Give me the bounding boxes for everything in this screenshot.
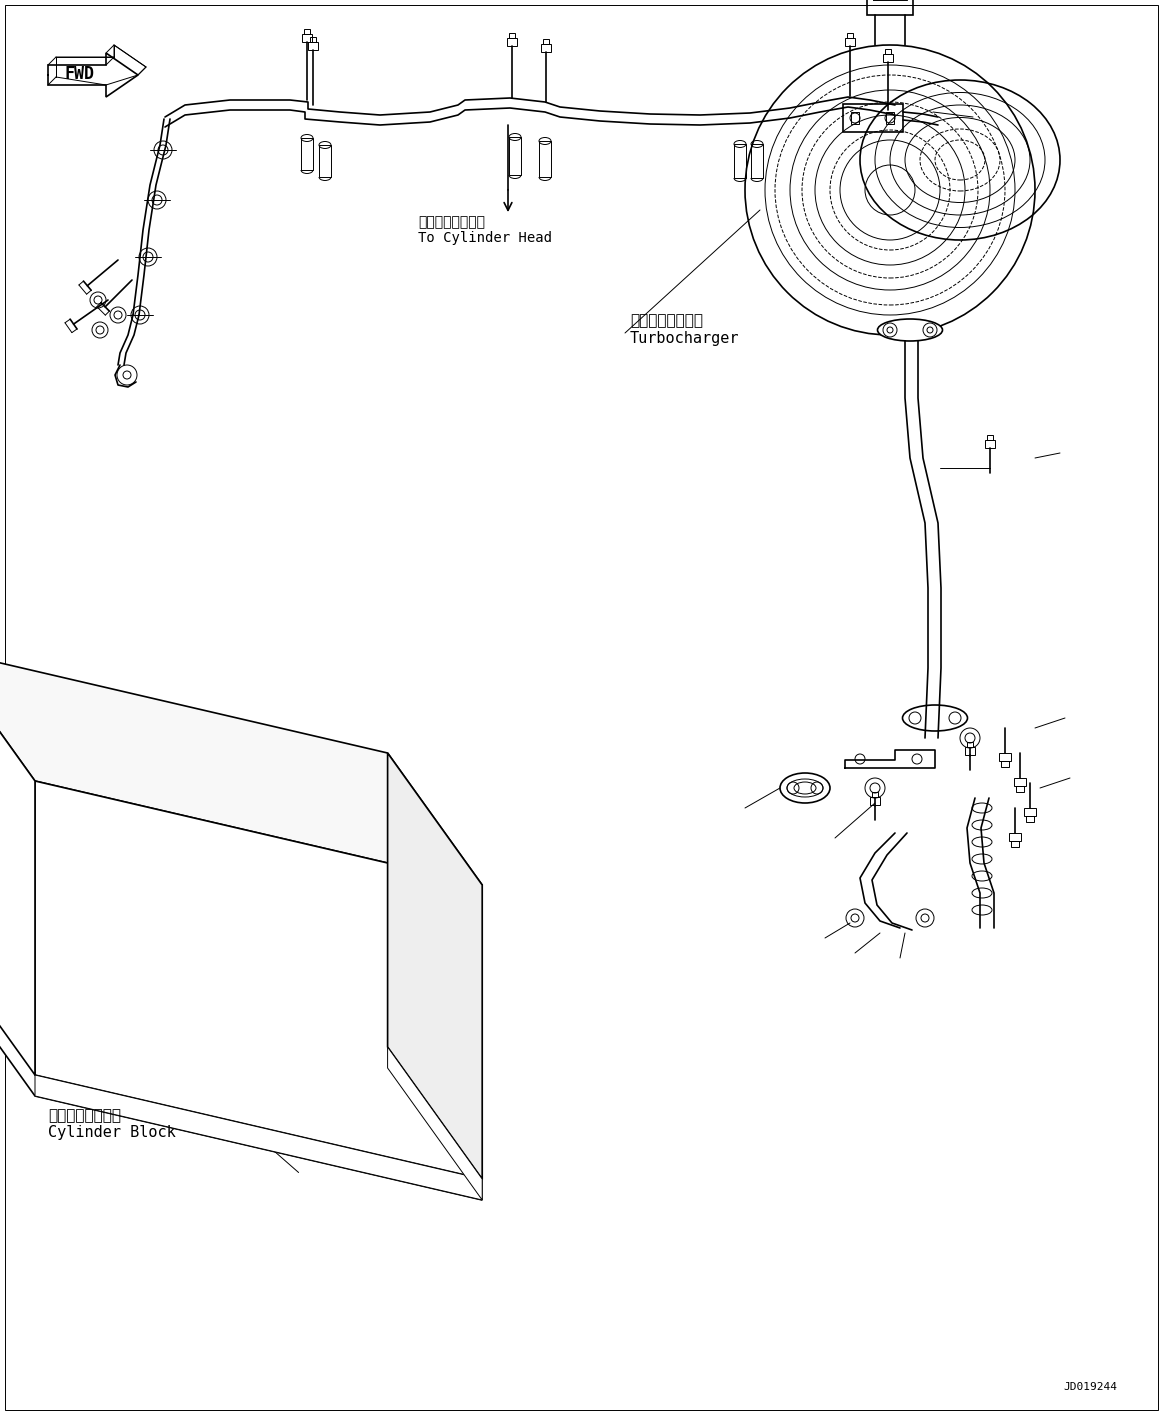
- Polygon shape: [387, 1047, 483, 1200]
- Polygon shape: [0, 649, 35, 1075]
- Text: シリンダブロック: シリンダブロック: [48, 1108, 121, 1124]
- Bar: [886, 112, 894, 125]
- Bar: [987, 434, 993, 440]
- Bar: [866, 0, 913, 16]
- Bar: [985, 440, 996, 449]
- Bar: [308, 42, 317, 50]
- Bar: [1011, 841, 1019, 848]
- Bar: [301, 139, 313, 170]
- Bar: [541, 44, 551, 52]
- Bar: [999, 753, 1011, 761]
- Bar: [304, 28, 311, 34]
- Polygon shape: [35, 1075, 483, 1200]
- Bar: [751, 144, 763, 178]
- Text: Turbocharger: Turbocharger: [630, 331, 740, 347]
- Bar: [543, 40, 549, 44]
- Bar: [302, 34, 312, 42]
- Polygon shape: [0, 964, 483, 1200]
- Bar: [1009, 833, 1021, 841]
- Polygon shape: [35, 781, 483, 1179]
- Polygon shape: [0, 649, 483, 884]
- Bar: [1026, 816, 1034, 822]
- Text: JD019244: JD019244: [1063, 1382, 1116, 1392]
- Bar: [319, 144, 331, 177]
- Text: ターボチャージャ: ターボチャージャ: [630, 313, 702, 328]
- Bar: [538, 142, 551, 177]
- Polygon shape: [56, 45, 147, 85]
- Bar: [966, 741, 973, 747]
- Bar: [872, 792, 878, 797]
- Text: To Cylinder Head: To Cylinder Head: [418, 231, 552, 245]
- Bar: [311, 37, 316, 42]
- Bar: [509, 33, 515, 38]
- Bar: [846, 38, 855, 47]
- Text: FWD: FWD: [64, 65, 94, 83]
- Bar: [507, 38, 518, 47]
- Bar: [1023, 808, 1036, 816]
- Text: シリンダヘッドへ: シリンダヘッドへ: [418, 215, 485, 229]
- Text: Cylinder Block: Cylinder Block: [48, 1125, 176, 1140]
- Bar: [965, 747, 975, 756]
- Bar: [851, 112, 859, 125]
- Bar: [843, 103, 902, 132]
- Bar: [509, 137, 521, 175]
- Bar: [1016, 785, 1023, 792]
- Bar: [885, 50, 891, 54]
- Ellipse shape: [902, 705, 968, 732]
- Bar: [883, 54, 893, 62]
- Bar: [1014, 778, 1026, 785]
- Polygon shape: [387, 753, 483, 1179]
- Bar: [734, 144, 745, 178]
- Ellipse shape: [878, 318, 942, 341]
- Ellipse shape: [780, 773, 830, 802]
- Bar: [847, 33, 852, 38]
- Bar: [870, 797, 880, 805]
- Bar: [1001, 761, 1009, 767]
